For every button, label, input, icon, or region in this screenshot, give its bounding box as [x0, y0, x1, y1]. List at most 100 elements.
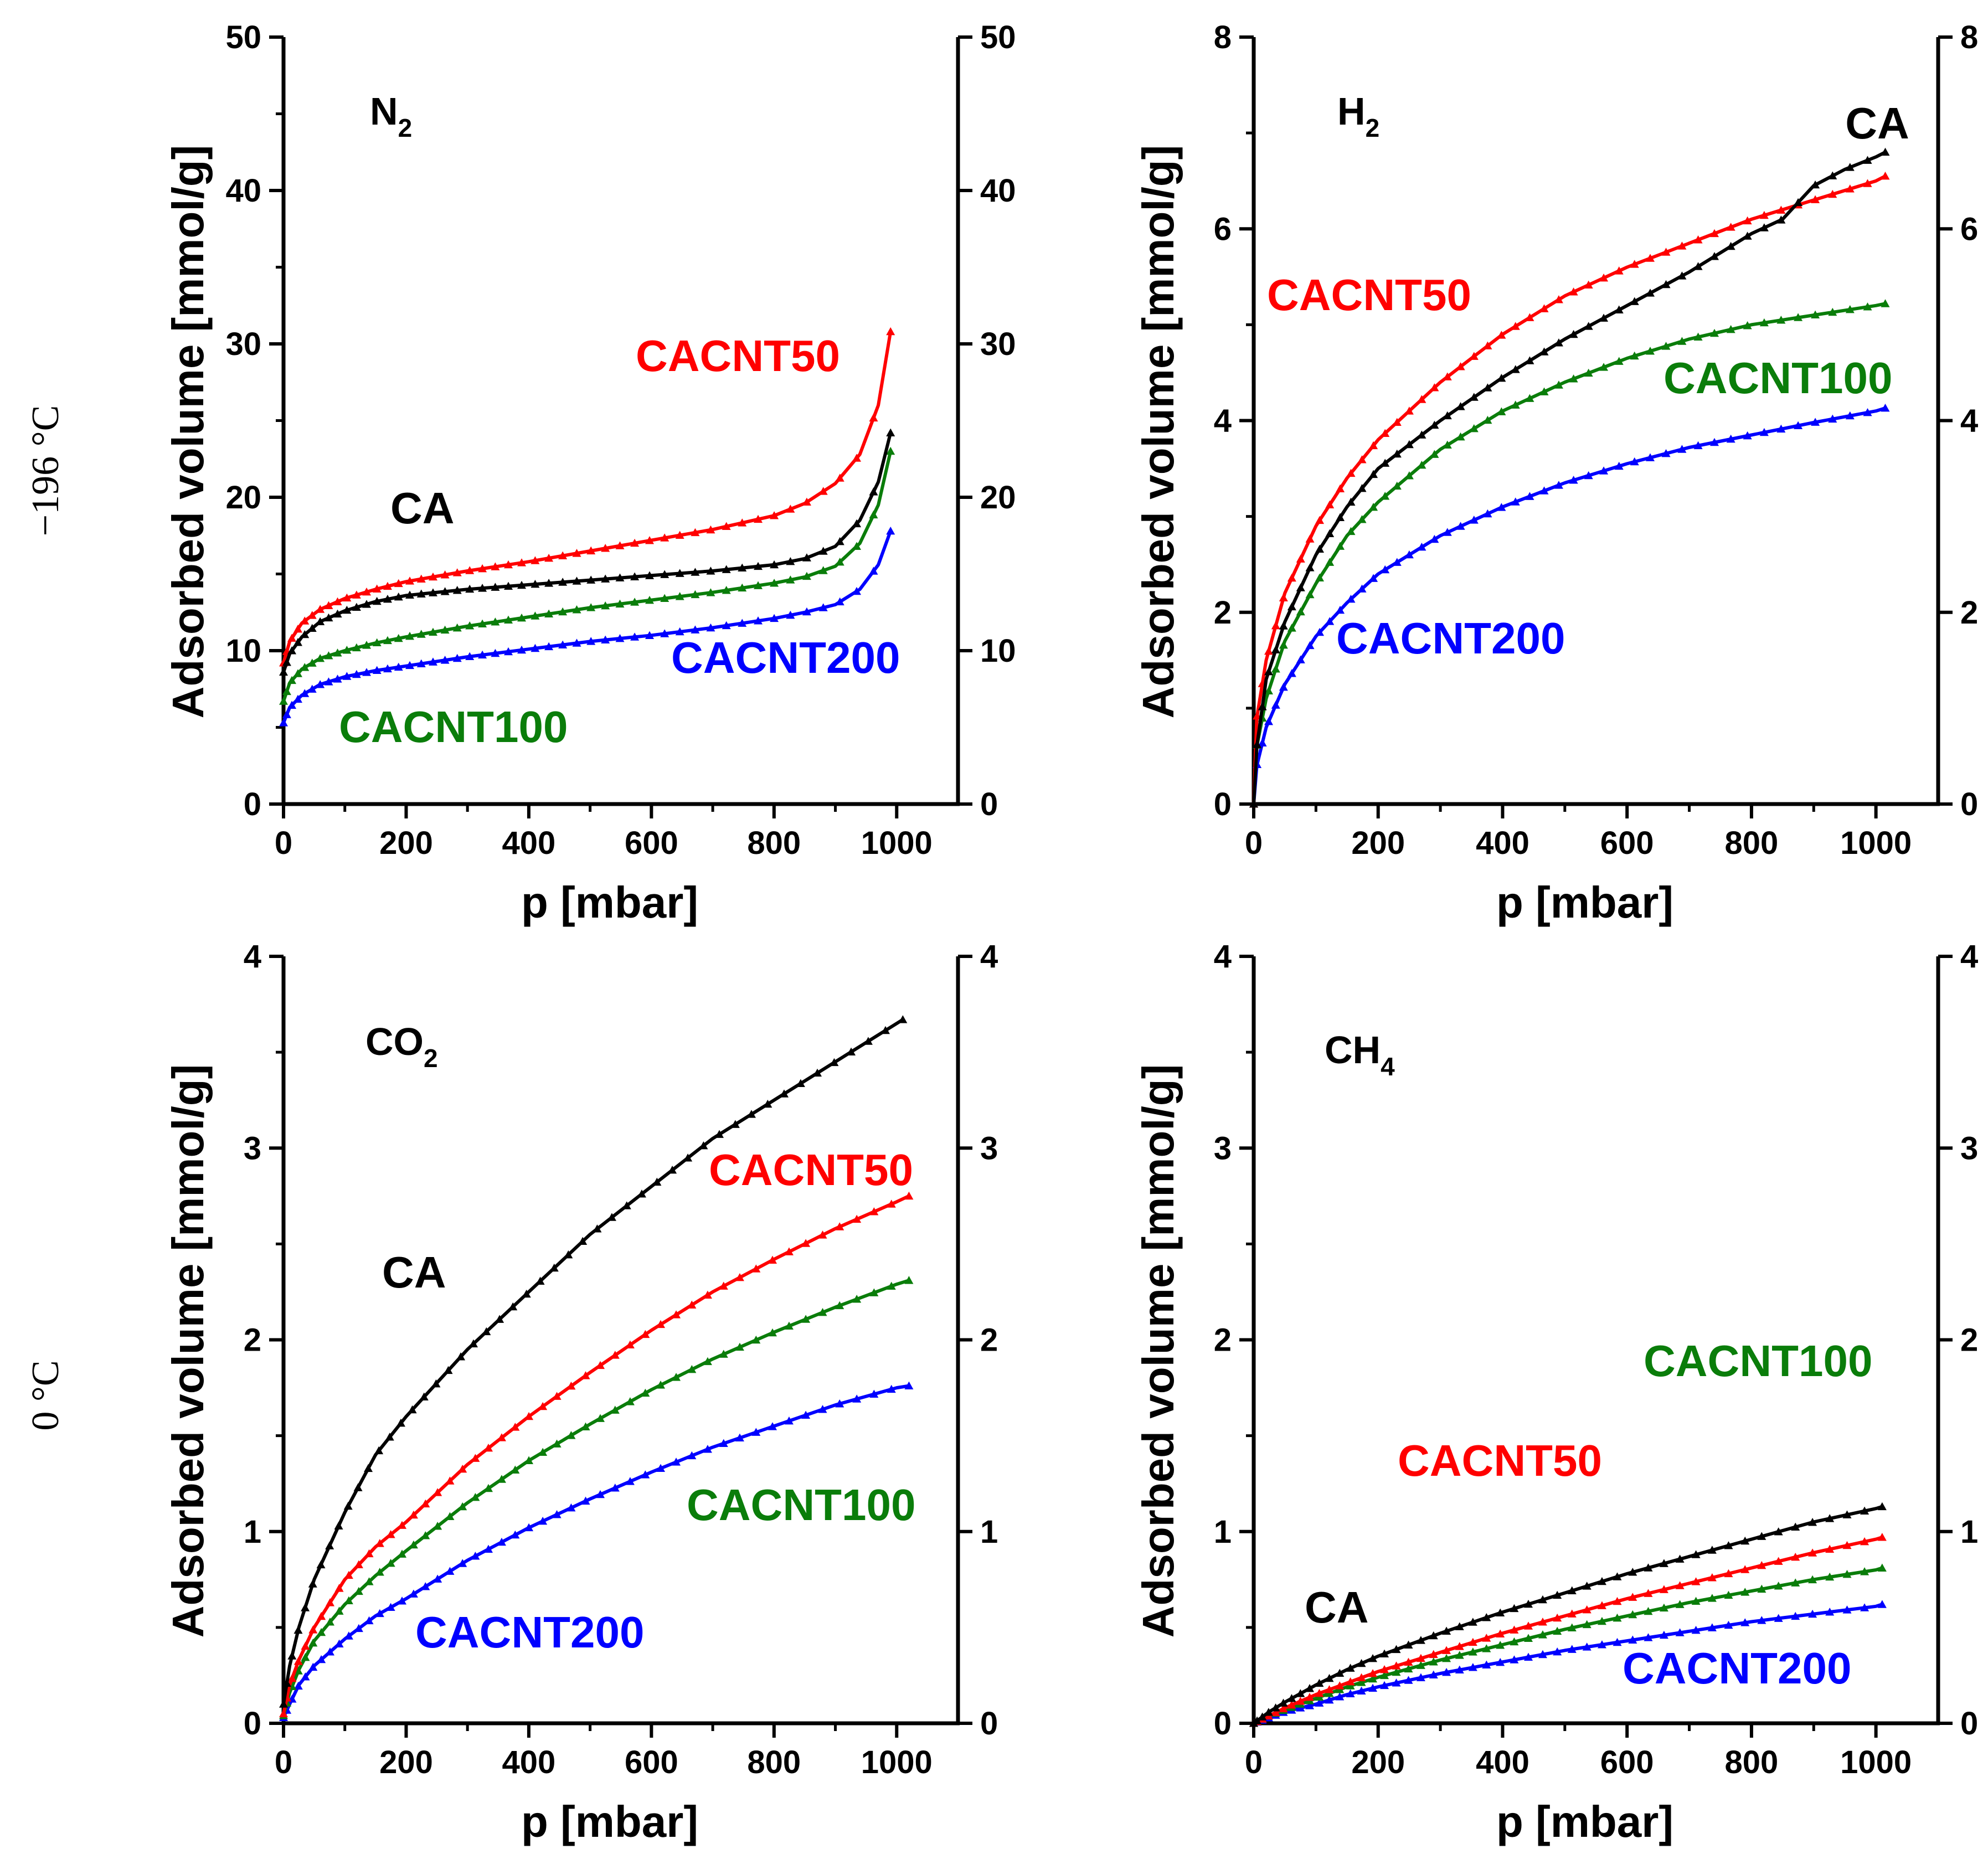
data-point-ca: [1430, 420, 1439, 429]
data-point-ca: [504, 581, 513, 590]
data-point-cacnt100: [1554, 380, 1563, 389]
data-point-cacnt200: [1693, 441, 1703, 450]
data-point-cacnt100: [1296, 607, 1305, 616]
data-point-cacnt50: [364, 1549, 374, 1558]
data-point-cacnt50: [1496, 1629, 1505, 1637]
data-point-cacnt100: [1496, 1641, 1505, 1649]
data-point-cacnt100: [904, 1276, 914, 1284]
data-point-cacnt200: [852, 1394, 862, 1403]
data-point-cacnt50: [317, 1611, 326, 1620]
data-point-ca: [1710, 252, 1719, 260]
data-point-cacnt50: [1287, 1700, 1296, 1709]
data-point-ca: [1661, 280, 1671, 289]
data-point-cacnt50: [1469, 352, 1479, 360]
data-point-ca: [456, 1352, 466, 1361]
data-point-ca: [419, 1392, 429, 1401]
data-point-ca: [495, 1315, 504, 1323]
data-point-cacnt50: [1569, 287, 1578, 296]
data-point-cacnt200: [301, 1672, 310, 1681]
y-tick-label-left: 2: [244, 1322, 261, 1358]
data-point-cacnt100: [552, 1439, 562, 1448]
data-point-cacnt200: [869, 1389, 879, 1398]
data-point-ca: [452, 586, 462, 594]
data-point-cacnt200: [1881, 403, 1890, 412]
data-point-ca: [1759, 223, 1769, 231]
data-point-ca: [293, 638, 302, 646]
data-point-cacnt100: [572, 605, 581, 614]
data-point-cacnt100: [333, 648, 342, 657]
data-point-cacnt100: [1569, 374, 1578, 383]
series-label-ca: CA: [1845, 99, 1909, 148]
data-point-ca: [1392, 1645, 1401, 1654]
data-point-cacnt50: [1497, 331, 1506, 339]
data-point-cacnt50: [1404, 406, 1414, 415]
y-tick-label-left: 4: [244, 939, 261, 975]
data-point-cacnt50: [1325, 500, 1335, 509]
data-point-cacnt200: [581, 1496, 590, 1505]
data-point-ca: [482, 1327, 491, 1336]
data-point-cacnt200: [421, 1582, 430, 1590]
row-label-zero-celsius: 0 °C: [24, 1360, 67, 1430]
data-point-cacnt100: [1645, 347, 1655, 355]
data-point-ca: [1346, 497, 1356, 506]
x-tick-label: 800: [1725, 825, 1779, 861]
data-point-cacnt200: [1539, 486, 1549, 495]
data-point-cacnt100: [1524, 1634, 1533, 1642]
data-point-cacnt100: [1776, 316, 1786, 324]
data-point-cacnt200: [1369, 574, 1378, 582]
y-tick-label-left: 1: [244, 1514, 261, 1550]
data-point-cacnt100: [293, 1666, 303, 1675]
data-point-cacnt100: [478, 619, 487, 628]
series-label-cacnt100: CACNT100: [1644, 1336, 1872, 1386]
data-point-cacnt50: [421, 1499, 430, 1508]
data-point-cacnt100: [1325, 558, 1335, 566]
data-point-ca: [886, 428, 895, 437]
data-point-cacnt100: [801, 1315, 811, 1323]
data-point-ca: [746, 1110, 756, 1118]
data-point-cacnt100: [784, 1321, 794, 1330]
y-axis-title: Adsorbed volume [mmol/g]: [1134, 1064, 1183, 1638]
data-point-cacnt50: [687, 1300, 697, 1309]
data-point-cacnt50: [1315, 516, 1325, 524]
data-point-cacnt200: [566, 1503, 576, 1512]
data-point-cacnt50: [719, 1281, 728, 1290]
data-point-cacnt200: [1296, 655, 1305, 663]
data-point-ca: [316, 1560, 326, 1569]
data-point-cacnt200: [1776, 424, 1786, 433]
y-tick-label-left: 0: [1214, 1706, 1232, 1742]
data-point-cacnt100: [1791, 1578, 1800, 1587]
data-point-ca: [468, 1339, 478, 1348]
data-point-ca: [1249, 800, 1258, 808]
data-point-ca: [1325, 1673, 1334, 1682]
data-point-cacnt200: [1404, 550, 1414, 559]
data-point-cacnt200: [307, 684, 317, 693]
data-point-cacnt100: [1567, 1623, 1577, 1631]
data-point-cacnt50: [660, 533, 669, 542]
data-point-cacnt50: [354, 1560, 363, 1568]
series-label-ca: CA: [382, 1248, 446, 1297]
data-point-cacnt50: [445, 1476, 455, 1485]
data-point-cacnt200: [660, 629, 669, 637]
data-point-cacnt200: [538, 1516, 548, 1525]
gas-label: N2: [370, 90, 412, 142]
data-point-cacnt200: [1258, 738, 1267, 747]
data-point-cacnt200: [630, 632, 640, 641]
data-point-cacnt50: [1661, 248, 1671, 256]
data-point-cacnt50: [352, 590, 361, 599]
data-point-cacnt50: [362, 588, 372, 596]
data-point-cacnt200: [672, 1457, 681, 1466]
data-point-cacnt50: [394, 579, 403, 588]
data-point-cacnt50: [433, 1488, 442, 1496]
data-point-ca: [869, 487, 878, 496]
data-point-cacnt200: [405, 661, 415, 669]
data-point-cacnt100: [566, 1431, 576, 1439]
data-point-cacnt50: [491, 562, 500, 570]
data-point-cacnt100: [1511, 400, 1520, 409]
data-point-cacnt100: [887, 1281, 896, 1290]
series-label-ca: CA: [390, 483, 455, 533]
data-point-cacnt200: [471, 1552, 480, 1560]
data-point-cacnt100: [421, 1531, 430, 1539]
data-point-cacnt200: [324, 677, 333, 686]
